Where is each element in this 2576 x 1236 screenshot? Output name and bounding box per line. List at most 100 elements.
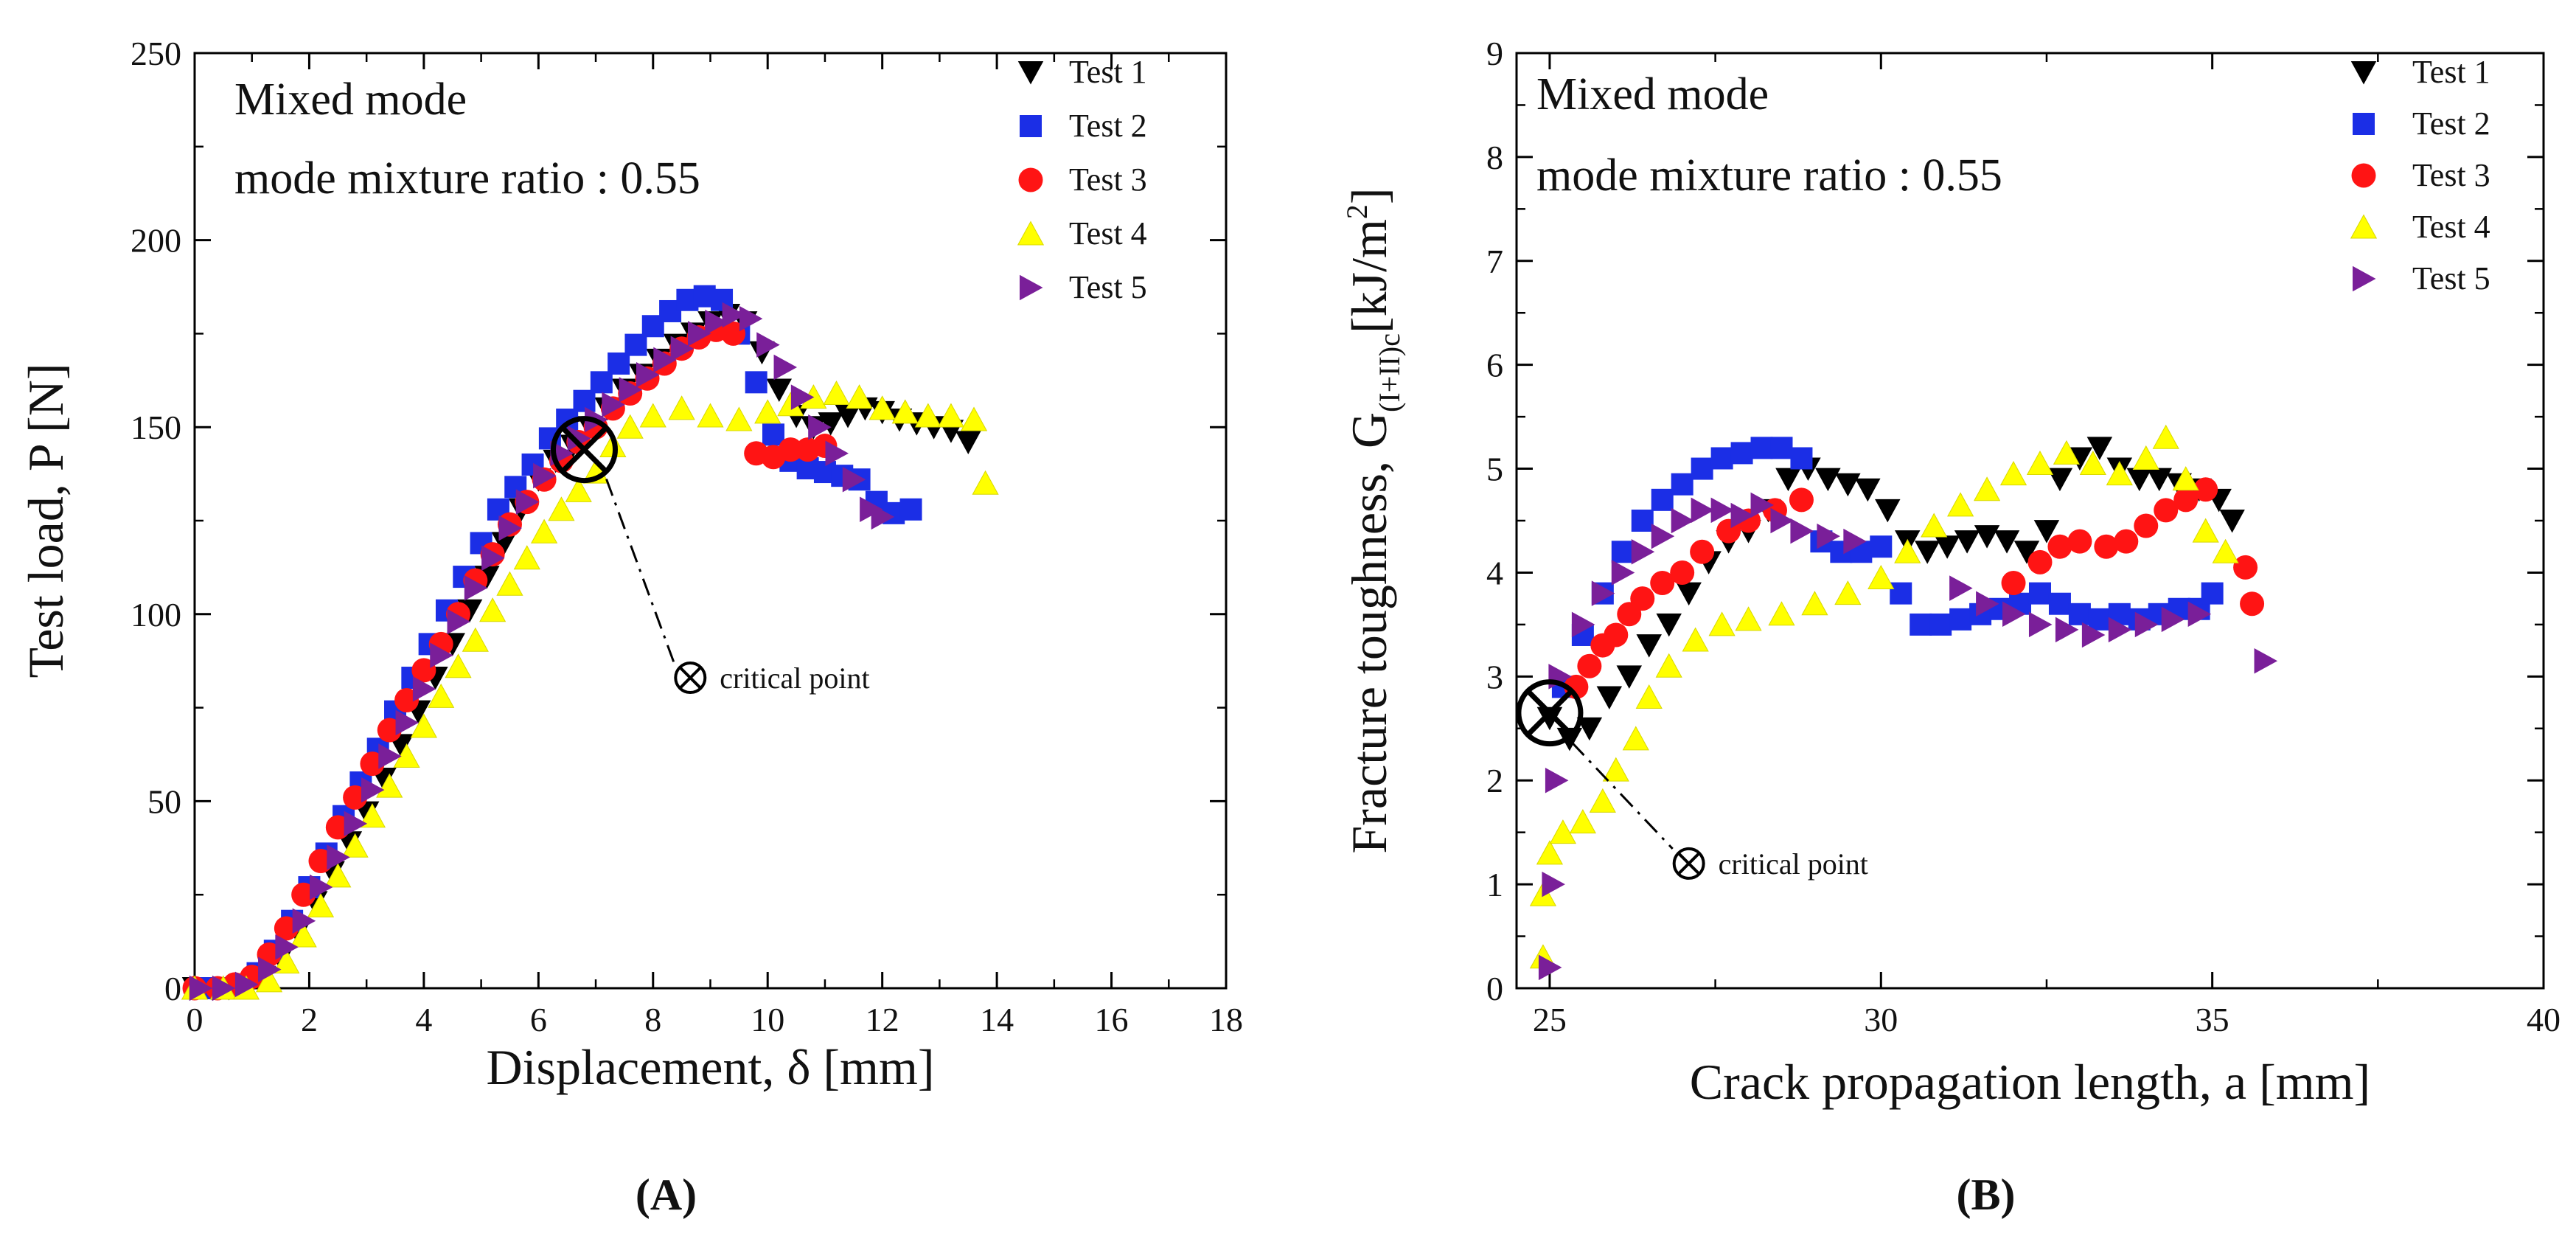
- data-point-test-2: [762, 423, 784, 446]
- data-point-test-5: [1750, 492, 1775, 518]
- data-point-test-1: [1855, 478, 1881, 502]
- data-point-test-3: [2001, 571, 2026, 596]
- data-point-test-4: [972, 470, 999, 495]
- data-point-test-3: [1630, 586, 1655, 611]
- x-axis-label-a: Displacement, δ [mm]: [487, 1039, 935, 1095]
- legend-marker-test-1: [2350, 61, 2377, 85]
- y-axis-label-b: Fracture toughness, G(I+II)c[kJ/m2]: [1340, 187, 1406, 853]
- data-point-test-4: [1947, 492, 1974, 517]
- data-point-test-4: [548, 496, 575, 521]
- y-tick-label-b: 3: [1486, 658, 1503, 695]
- data-point-test-4: [445, 653, 472, 678]
- legend-marker-test-4: [1017, 221, 1045, 246]
- data-point-test-5: [1976, 591, 1999, 617]
- series-test-4-b: [1529, 424, 2239, 969]
- data-point-test-4: [1999, 461, 2027, 486]
- data-point-test-5: [842, 466, 866, 493]
- data-point-test-1: [2146, 468, 2172, 492]
- data-point-test-1: [1656, 613, 1682, 637]
- series-test-3-a: [182, 317, 838, 1001]
- data-point-test-5: [670, 336, 695, 361]
- data-point-test-5: [1730, 502, 1755, 529]
- data-point-test-4: [1655, 653, 1682, 678]
- data-point-test-2: [2048, 592, 2071, 615]
- data-point-test-1: [955, 431, 981, 454]
- data-point-test-4: [725, 406, 753, 431]
- data-point-test-1: [2126, 468, 2153, 492]
- critical-point-marker-b: [1516, 679, 1584, 747]
- data-point-test-4: [1549, 819, 1577, 844]
- legend-marker-test-2: [1020, 115, 1042, 137]
- data-point-test-5: [1591, 580, 1615, 606]
- data-point-test-5: [395, 709, 420, 736]
- data-point-test-4: [668, 395, 695, 420]
- data-point-test-5: [602, 392, 625, 418]
- data-point-test-4: [823, 381, 850, 406]
- data-point-test-5: [515, 489, 540, 515]
- data-point-test-5: [739, 305, 763, 332]
- data-point-test-4: [697, 403, 724, 428]
- data-point-test-3: [360, 751, 385, 777]
- data-point-test-3: [377, 718, 402, 743]
- annotation-mixed-mode-b: Mixed mode: [1536, 69, 1769, 119]
- series-test-5-b: [1538, 492, 2278, 981]
- chart-a: 0 2 4 6 8 10 12 14 16 18 0 50 100 150 200 250 Mixed mode…: [18, 35, 1243, 1219]
- data-point-test-2: [1750, 437, 1773, 459]
- x-tick-label-a: 2: [301, 1001, 318, 1038]
- panel-label-b: (B): [1957, 1170, 2016, 1219]
- data-point-test-3: [2134, 513, 2159, 538]
- data-point-test-3: [2233, 555, 2258, 580]
- data-point-test-5: [1949, 575, 1973, 601]
- x-tick-label-b: 30: [1864, 1001, 1898, 1038]
- y-tick-label-a: 250: [130, 35, 181, 72]
- annotation-ratio-a: mode mixture ratio : 0.55: [234, 153, 700, 204]
- data-point-test-1: [1636, 634, 1662, 658]
- data-point-test-4: [1602, 757, 1629, 782]
- data-point-test-4: [1768, 601, 1795, 626]
- data-point-test-5: [871, 504, 895, 530]
- data-point-test-5: [687, 321, 711, 347]
- data-point-test-4: [479, 597, 507, 622]
- x-tick-label-a: 16: [1095, 1001, 1129, 1038]
- data-point-test-5: [2187, 601, 2212, 628]
- data-point-test-3: [1577, 653, 1602, 678]
- data-point-test-5: [533, 462, 557, 489]
- data-point-test-1: [835, 404, 861, 428]
- data-point-test-5: [258, 956, 282, 982]
- data-point-test-2: [1730, 442, 1753, 465]
- data-point-test-4: [1867, 564, 1895, 589]
- data-point-test-1: [1934, 535, 1960, 559]
- data-point-test-5: [653, 347, 677, 373]
- data-point-test-1: [2013, 541, 2040, 564]
- legend-label-test-5: Test 5: [1069, 269, 1147, 305]
- data-point-test-1: [766, 378, 793, 402]
- data-point-test-2: [624, 333, 647, 356]
- data-point-test-4: [513, 545, 540, 570]
- data-point-test-1: [1994, 530, 2020, 554]
- data-point-test-3: [2114, 529, 2139, 554]
- data-point-test-4: [1834, 580, 1862, 605]
- data-point-test-1: [2086, 437, 2113, 460]
- data-point-test-5: [2081, 622, 2106, 648]
- data-point-test-4: [1536, 840, 1564, 865]
- data-point-test-4: [616, 414, 644, 439]
- data-point-test-4: [1589, 788, 1616, 813]
- data-point-test-5: [2028, 611, 2053, 638]
- legend-label-test-3: Test 3: [1069, 162, 1147, 198]
- data-point-test-2: [1949, 608, 1972, 631]
- y-tick-label-b: 1: [1486, 866, 1503, 903]
- data-point-test-4: [2152, 424, 2179, 449]
- x-tick-label-b: 25: [1533, 1001, 1567, 1038]
- data-point-test-3: [2173, 487, 2199, 513]
- data-point-test-4: [290, 923, 317, 948]
- data-point-test-4: [1801, 591, 1828, 616]
- data-point-test-4: [891, 399, 919, 424]
- critical-point-label-a: critical point: [720, 662, 869, 695]
- data-point-test-4: [1708, 611, 1736, 636]
- data-point-test-3: [1670, 560, 1695, 585]
- data-point-test-4: [868, 395, 896, 420]
- data-point-test-5: [705, 309, 728, 336]
- data-point-test-3: [1650, 571, 1675, 596]
- data-point-test-5: [361, 777, 385, 803]
- series-test-5-a: [189, 302, 895, 1001]
